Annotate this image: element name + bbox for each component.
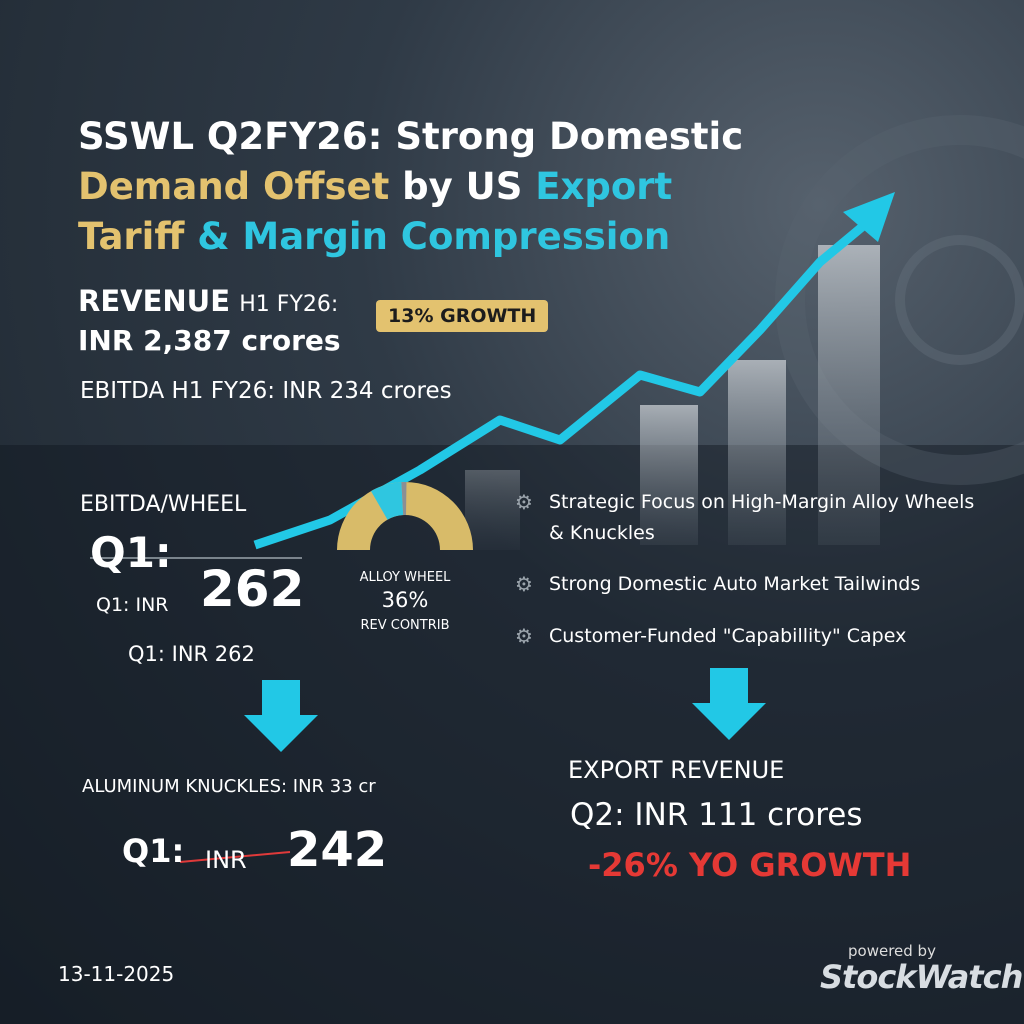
title-part: Tariff xyxy=(78,215,185,258)
title-line: Tariff & Margin Compression xyxy=(78,212,743,262)
knuckles-heading: ALUMINUM KNUCKLES: INR 33 cr xyxy=(82,776,376,797)
brand: StockWatch xyxy=(820,958,1023,996)
knuckles-struck: INR xyxy=(205,846,247,874)
growth-badge: 13% GROWTH xyxy=(376,300,549,332)
title-part: by US xyxy=(389,165,536,208)
title-part: & Margin Compression xyxy=(184,215,671,258)
date: 13-11-2025 xyxy=(58,962,175,986)
bar-decor xyxy=(640,405,698,545)
bullet-text: Strong Domestic Auto Market Tailwinds xyxy=(549,573,921,595)
ebitda-text: EBITDA H1 FY26: INR 234 crores xyxy=(80,378,452,404)
export-growth: -26% YO GROWTH xyxy=(588,846,912,884)
gear-icon: ⚙ xyxy=(515,624,533,648)
title-line: Demand Offset by US Export xyxy=(78,162,743,212)
powered-by: powered by xyxy=(848,942,936,960)
gauge-arc xyxy=(337,482,473,550)
ebitda-wheel-value: 262 xyxy=(200,560,305,618)
export-value: Q2: INR 111 crores xyxy=(570,797,863,833)
revenue-line: REVENUE H1 FY26: xyxy=(78,284,338,318)
ebitda-wheel-sub-label: Q1: INR xyxy=(96,594,169,616)
bar-decor xyxy=(728,360,786,545)
down-arrow xyxy=(244,680,318,752)
bar-decor xyxy=(465,470,520,550)
gauge-segment xyxy=(371,482,404,520)
gauge-value: 36% xyxy=(381,588,429,612)
bullet: ⚙ Customer-Funded "Capabillity" Capex xyxy=(515,621,985,652)
title-part: Export xyxy=(535,165,673,208)
title-part: SSWL Q2FY26: Strong Domestic xyxy=(78,115,744,158)
strike-line xyxy=(179,851,291,863)
title-line: SSWL Q2FY26: Strong Domestic xyxy=(78,112,743,162)
gauge-caption: REV CONTRIB xyxy=(360,618,450,633)
ebitda-wheel-note: Q1: INR 262 xyxy=(128,642,255,666)
title-part: Demand Offset xyxy=(78,165,390,208)
knuckles-value: 242 xyxy=(287,822,388,878)
bar-decor xyxy=(818,245,880,545)
gear-icon: ⚙ xyxy=(515,572,533,596)
export-heading: EXPORT REVENUE xyxy=(568,756,785,784)
title: SSWL Q2FY26: Strong Domestic Demand Offs… xyxy=(78,112,743,262)
ebitda-wheel-heading: EBITDA/WHEEL xyxy=(80,492,247,517)
trend-arrowhead xyxy=(843,192,895,242)
down-arrow xyxy=(692,668,766,740)
bullet-text: Customer-Funded "Capabillity" Capex xyxy=(549,625,907,647)
gauge-segment xyxy=(401,481,407,515)
revenue-value: INR 2,387 crores xyxy=(78,324,341,357)
gauge-label: ALLOY WHEEL xyxy=(359,570,451,585)
bullet-text: Strategic Focus on High-Margin Alloy Whe… xyxy=(549,491,975,544)
gear-icon: ⚙ xyxy=(515,490,533,514)
revenue-period: H1 FY26: xyxy=(239,292,339,317)
bullet: ⚙ Strong Domestic Auto Market Tailwinds xyxy=(515,569,985,600)
wheel-decor xyxy=(895,235,1024,365)
ebitda-wheel-big-label: Q1: xyxy=(90,528,172,577)
bullet: ⚙ Strategic Focus on High-Margin Alloy Wh… xyxy=(515,487,985,549)
knuckles-label: Q1: xyxy=(122,832,185,870)
revenue-label: REVENUE xyxy=(78,284,231,318)
